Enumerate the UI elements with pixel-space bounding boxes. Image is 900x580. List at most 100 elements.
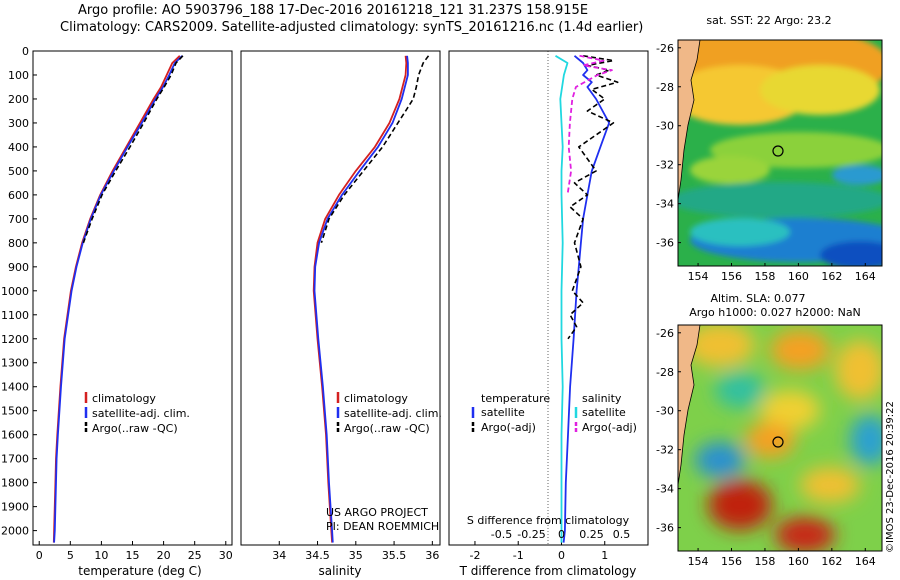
depth-tick-label: 200 — [8, 93, 29, 106]
x-tick-label: 15 — [126, 549, 140, 562]
x-tick-label: 34.5 — [305, 549, 330, 562]
depth-tick-label: 600 — [8, 189, 29, 202]
header-line1: Argo profile: AO 5903796_188 17-Dec-2016… — [78, 3, 589, 18]
difference-line — [567, 55, 619, 340]
s-tick-label: -0.25 — [517, 528, 545, 541]
depth-tick-label: 0 — [22, 45, 29, 58]
sla-frame — [677, 324, 883, 552]
sst-axes: 154 156 158 160 162 164 -26 -28 -30 -32 -34 -36 — [656, 42, 876, 283]
depth-tick-label: 1400 — [1, 381, 29, 394]
map-x-tick-label: 158 — [754, 555, 775, 568]
depth-tick-label: 2000 — [1, 525, 29, 538]
x-tick-label: 35.5 — [382, 549, 407, 562]
salinity-frame — [240, 50, 441, 546]
temperature-panel: 0100200300400500600700800900100011001200… — [1, 45, 233, 578]
map-x-tick-label: 162 — [821, 270, 842, 283]
legend-s-argo-label: Argo(-adj) — [582, 421, 637, 434]
salinity-series — [312, 55, 430, 543]
float-marker — [772, 436, 784, 448]
x-tick-label: 0 — [558, 549, 565, 562]
depth-tick-label: 1000 — [1, 285, 29, 298]
map-y-tick-label: -34 — [656, 483, 674, 496]
map-y-tick-label: -30 — [656, 120, 674, 133]
legend-sat-label: satellite-adj. clim. — [344, 407, 442, 420]
map-x-tick-label: 164 — [855, 270, 876, 283]
depth-tick-label: 800 — [8, 237, 29, 250]
x-tick-label: 25 — [188, 549, 202, 562]
pi-annotation: PI: DEAN ROEMMICH — [326, 520, 439, 533]
x-tick-label: -1 — [513, 549, 524, 562]
imos-credit: ©IMOS 23-Dec-2016 20:39:22 — [885, 401, 896, 553]
t-difference-x-axis: -2 -1 0 1 — [469, 541, 608, 562]
map-y-tick-label: -32 — [656, 159, 674, 172]
sla-field — [678, 325, 882, 551]
map-x-tick-label: 154 — [688, 270, 709, 283]
x-tick-label: 35 — [349, 549, 363, 562]
sst-field — [678, 40, 882, 266]
difference-frame — [448, 50, 649, 546]
legend-t-argo-label: Argo(-adj) — [481, 421, 536, 434]
s-tick-label: 0.25 — [579, 528, 604, 541]
map-y-tick-label: -34 — [656, 198, 674, 211]
sst-title: sat. SST: 22 Argo: 23.2 — [706, 14, 831, 27]
map-x-tick-label: 158 — [754, 270, 775, 283]
coastline — [678, 40, 701, 201]
difference-legend: temperature satellite Argo(-adj) salinit… — [471, 392, 637, 434]
series-line — [313, 55, 409, 543]
x-tick-label: 5 — [67, 549, 74, 562]
salinity-panel: 34 34.5 35 35.5 36 salinity climatology sate… — [240, 50, 442, 578]
temperature-frame — [32, 50, 233, 546]
difference-series — [555, 54, 619, 543]
map-x-tick-label: 160 — [788, 270, 809, 283]
s-difference-ticks: -0.5 -0.25 0 0.25 0.5 — [491, 528, 630, 541]
x-tick-label: 30 — [219, 549, 233, 562]
s-tick-label: 0 — [558, 528, 565, 541]
map-x-tick-label: 162 — [821, 555, 842, 568]
depth-tick-label: 1500 — [1, 405, 29, 418]
project-annotation: US ARGO PROJECT — [326, 506, 428, 519]
x-tick-label: 0 — [36, 549, 43, 562]
x-tick-label: 10 — [94, 549, 108, 562]
map-x-tick-label: 160 — [788, 555, 809, 568]
series-line — [82, 55, 184, 244]
sla-title: Altim. SLA: 0.077 — [710, 292, 805, 305]
map-x-tick-label: 156 — [721, 555, 742, 568]
legend-argo-label: Argo(..raw -QC) — [344, 422, 430, 435]
depth-tick-label: 700 — [8, 213, 29, 226]
legend-s-sat-label: satellite — [582, 406, 626, 419]
depth-tick-label: 1100 — [1, 309, 29, 322]
s-tick-label: -0.5 — [491, 528, 512, 541]
x-tick-label: 36 — [425, 549, 439, 562]
coastline — [678, 325, 701, 486]
map-x-tick-label: 164 — [855, 555, 876, 568]
temperature-xlabel: temperature (deg C) — [78, 564, 201, 578]
depth-tick-label: 300 — [8, 117, 29, 130]
series-line — [53, 55, 183, 543]
x-tick-label: 34 — [272, 549, 286, 562]
temperature-legend: climatology satellite-adj. clim. Argo(..… — [84, 392, 190, 435]
depth-tick-label: 1600 — [1, 429, 29, 442]
sla-subtitle: Argo h1000: 0.027 h2000: NaN — [689, 306, 861, 319]
legend-t-sat-label: satellite — [481, 406, 525, 419]
depth-tick-label: 100 — [8, 69, 29, 82]
sst-map-panel: sat. SST: 22 Argo: 23.2 154 156 158 160 162 1… — [656, 14, 883, 283]
depth-tick-label: 1900 — [1, 501, 29, 514]
s-tick-label: 0.5 — [613, 528, 631, 541]
legend-temperature-heading: temperature — [481, 392, 550, 405]
s-difference-label: S difference from climatology — [467, 514, 630, 527]
map-y-tick-label: -28 — [656, 366, 674, 379]
depth-tick-label: 1700 — [1, 453, 29, 466]
map-y-tick-label: -26 — [656, 42, 674, 55]
map-y-tick-label: -28 — [656, 81, 674, 94]
x-tick-label: 1 — [601, 549, 608, 562]
float-marker — [772, 145, 784, 157]
difference-panel: -2 -1 0 1 S difference from climatology -0.… — [448, 50, 649, 578]
depth-tick-label: 900 — [8, 261, 29, 274]
depth-tick-label: 1800 — [1, 477, 29, 490]
salinity-legend: climatology satellite-adj. clim. Argo(..… — [336, 392, 442, 435]
legend-clim-label: climatology — [344, 392, 408, 405]
x-tick-label: 20 — [157, 549, 171, 562]
map-x-tick-label: 156 — [721, 270, 742, 283]
legend-argo-label: Argo(..raw -QC) — [92, 422, 178, 435]
